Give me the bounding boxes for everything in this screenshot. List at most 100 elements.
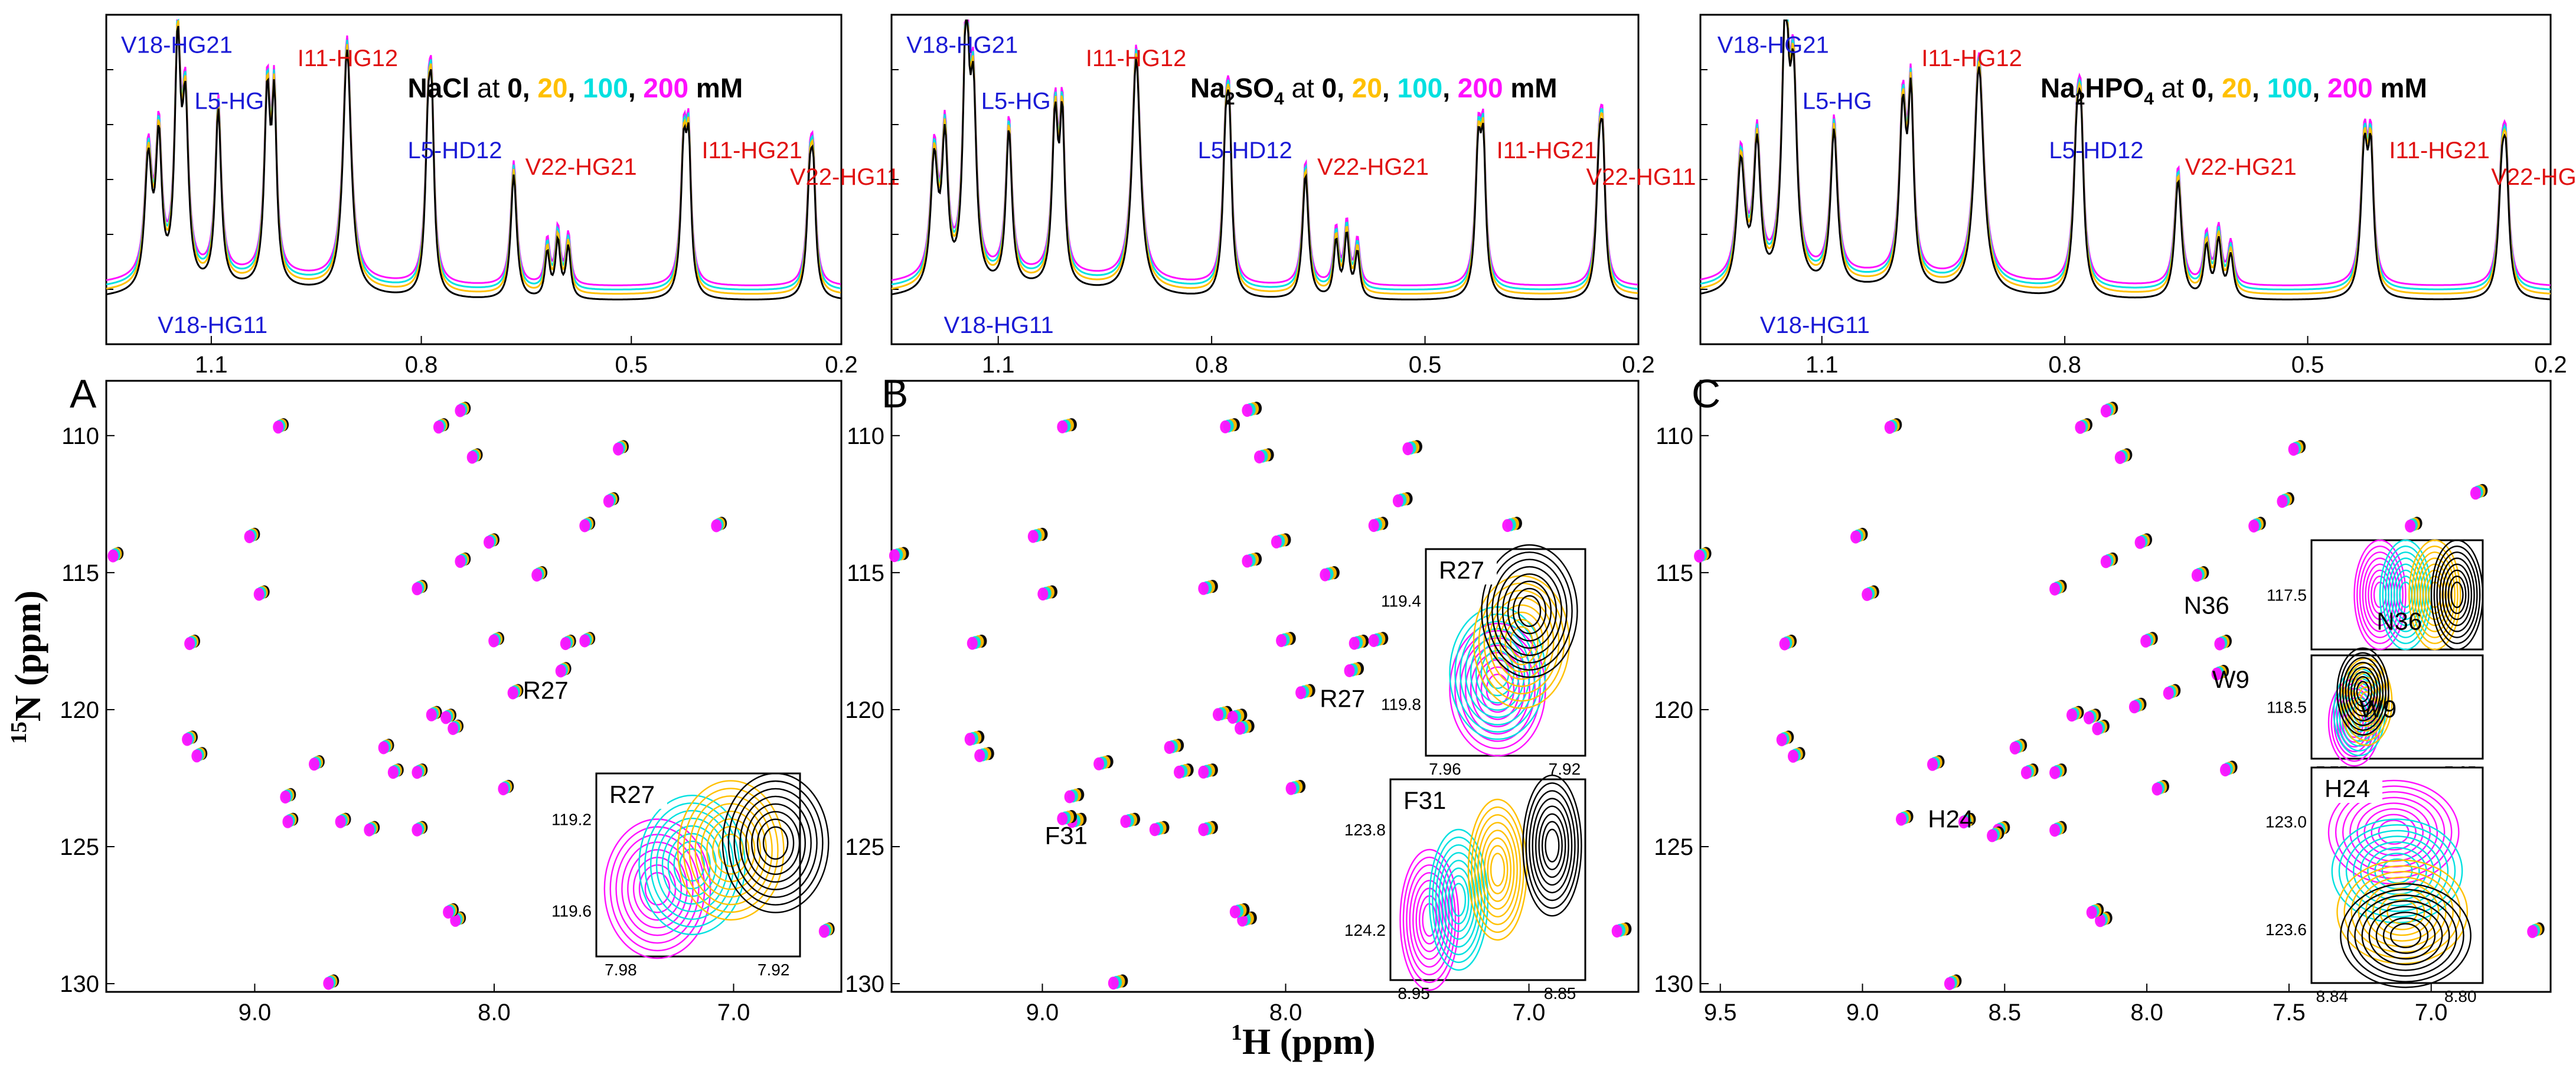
hsqc-peak-200mM	[323, 977, 334, 990]
y-axis-title: 15N (ppm)	[6, 590, 48, 744]
x-tick-label: 0.8	[1195, 352, 1228, 378]
inset-x-label: 7.98	[605, 961, 637, 979]
panel-letter-a: A	[70, 371, 97, 416]
inset-label: W9	[2359, 695, 2397, 723]
y-tick-label: 115	[847, 560, 884, 586]
contour-level	[1517, 595, 1542, 628]
contour-level	[2353, 676, 2372, 707]
salt-name: NaCl	[407, 73, 469, 103]
contour-level	[1406, 864, 1453, 975]
contour-level	[2356, 686, 2376, 717]
spectrum-line-200-mM	[106, 19, 841, 286]
contour-level	[2353, 539, 2407, 651]
contour-level	[1529, 790, 1576, 902]
contour-level	[2354, 894, 2457, 977]
hsqc-peak-200mM	[1987, 829, 1998, 843]
x-tick-label: 0.2	[825, 352, 858, 378]
legend-concentration: 20	[1352, 73, 1382, 103]
hsqc-peak-200mM	[711, 519, 722, 533]
x-tick-label: 8.5	[1989, 1000, 2022, 1026]
y-tick-label: 130	[60, 971, 99, 997]
hsqc-peak-200mM	[603, 494, 614, 508]
hsqc-peak-200mM	[531, 569, 543, 582]
x-tick-label: 8.0	[1269, 1000, 1302, 1026]
inset-label-backdrop	[2317, 772, 2382, 803]
hsqc-peak-200mM	[107, 549, 119, 563]
contour-level	[2350, 671, 2375, 712]
residue-label: W9	[2212, 665, 2249, 693]
contour-level	[1481, 544, 1578, 678]
inset-y-label: 118.5	[2267, 698, 2307, 717]
hsqc-peak-200mM	[1198, 582, 1209, 595]
legend-concentration: 20	[537, 73, 567, 103]
legend-separator: ,	[523, 73, 538, 103]
contour-level	[2375, 912, 2436, 960]
legend-unit: mM	[696, 73, 743, 103]
hsqc-peak-200mM	[2288, 443, 2299, 456]
peak-assignment-label: I11-HG12	[1921, 45, 2022, 71]
peak-assignment-label: I11-HG21	[1497, 138, 1597, 164]
legend-separator: ,	[2312, 73, 2327, 103]
space	[2154, 73, 2162, 103]
y-tick-label: 120	[60, 697, 99, 723]
x-tick-label: 0.2	[1622, 352, 1655, 378]
peak-assignment-label: V22-HG21	[2185, 154, 2297, 180]
legend-concentration: 100	[583, 73, 628, 103]
x-tick-label: 0.2	[2534, 352, 2567, 378]
x-axis-title-sup: 1	[1231, 1020, 1242, 1045]
hsqc-peak-200mM	[450, 913, 461, 927]
peak-assignment-label: V22-HG21	[1317, 154, 1429, 180]
hsqc-peak-200mM	[1611, 925, 1622, 938]
hsqc-peak-200mM	[555, 664, 566, 678]
hsqc-peak-200mM	[466, 450, 478, 464]
x-tick-label: 0.5	[615, 352, 648, 378]
x-tick-label: 0.5	[1409, 352, 1442, 378]
x-tick-label: 1.1	[1806, 352, 1839, 378]
hsqc-peak-200mM	[1344, 664, 1355, 677]
contour-level	[2361, 900, 2450, 971]
peak-assignment-label: V18-HG21	[121, 32, 233, 58]
spectrum-1d-na2so4: 1.1 0.8 0.5 0.2 V18-HG21 L5-HG I11-HG12 L5-HD12…	[890, 14, 1696, 378]
hsqc-peak-200mM	[1779, 637, 1790, 651]
contour-level	[2345, 830, 2449, 912]
hsqc-peak-200mM	[2191, 569, 2202, 582]
contour-level	[1532, 798, 1573, 894]
panel-letter-b: B	[881, 371, 908, 416]
inset-y-label: 117.5	[2267, 586, 2307, 605]
plot-frame	[1699, 380, 2552, 993]
hsqc-peak-200mM	[2527, 925, 2538, 938]
inset-x-label: 8.84	[2316, 987, 2349, 1005]
hsqc-peak-200mM	[2140, 634, 2151, 648]
spectrum-line-100-mM	[106, 18, 841, 290]
inset-x-label: 7.92	[758, 961, 790, 979]
hsqc-peak-200mM	[2470, 486, 2481, 500]
contour-level	[2439, 557, 2475, 632]
hsqc-peak-200mM	[1235, 721, 1246, 735]
peak-assignment-label: V18-HG11	[944, 312, 1054, 338]
hsqc-peak-200mM	[1349, 636, 1360, 650]
hsqc-peak-200mM	[412, 766, 423, 779]
peak-assignment-label: V18-HG21	[1718, 32, 1829, 58]
contour-level	[2350, 871, 2454, 954]
contour-level	[717, 833, 744, 867]
hsqc-peak-200mM	[2009, 741, 2020, 755]
hsqc-peak-200mM	[335, 815, 346, 828]
legend-title: Na2HPO4 at 0, 20, 100, 200 mM	[2040, 73, 2427, 109]
x-tick-label: 8.0	[2130, 1000, 2163, 1026]
contour-level	[733, 788, 818, 898]
contour-level	[756, 818, 795, 868]
contour-level	[1454, 630, 1541, 749]
x-tick-label: 7.0	[1513, 1000, 1546, 1026]
residue-label: N36	[2184, 592, 2229, 619]
y-tick-label: 125	[60, 834, 99, 860]
legend-concentration: 200	[1458, 73, 1503, 103]
contour-level	[727, 780, 824, 906]
hsqc-peak-200mM	[2277, 495, 2288, 508]
contour-level	[2356, 546, 2404, 645]
contour-level	[2338, 824, 2456, 918]
contour-level	[1480, 830, 1515, 910]
hsqc-peak-200mM	[1242, 554, 1253, 568]
hsqc-peak-200mM	[1027, 530, 1039, 543]
contour-level	[1490, 853, 1506, 887]
